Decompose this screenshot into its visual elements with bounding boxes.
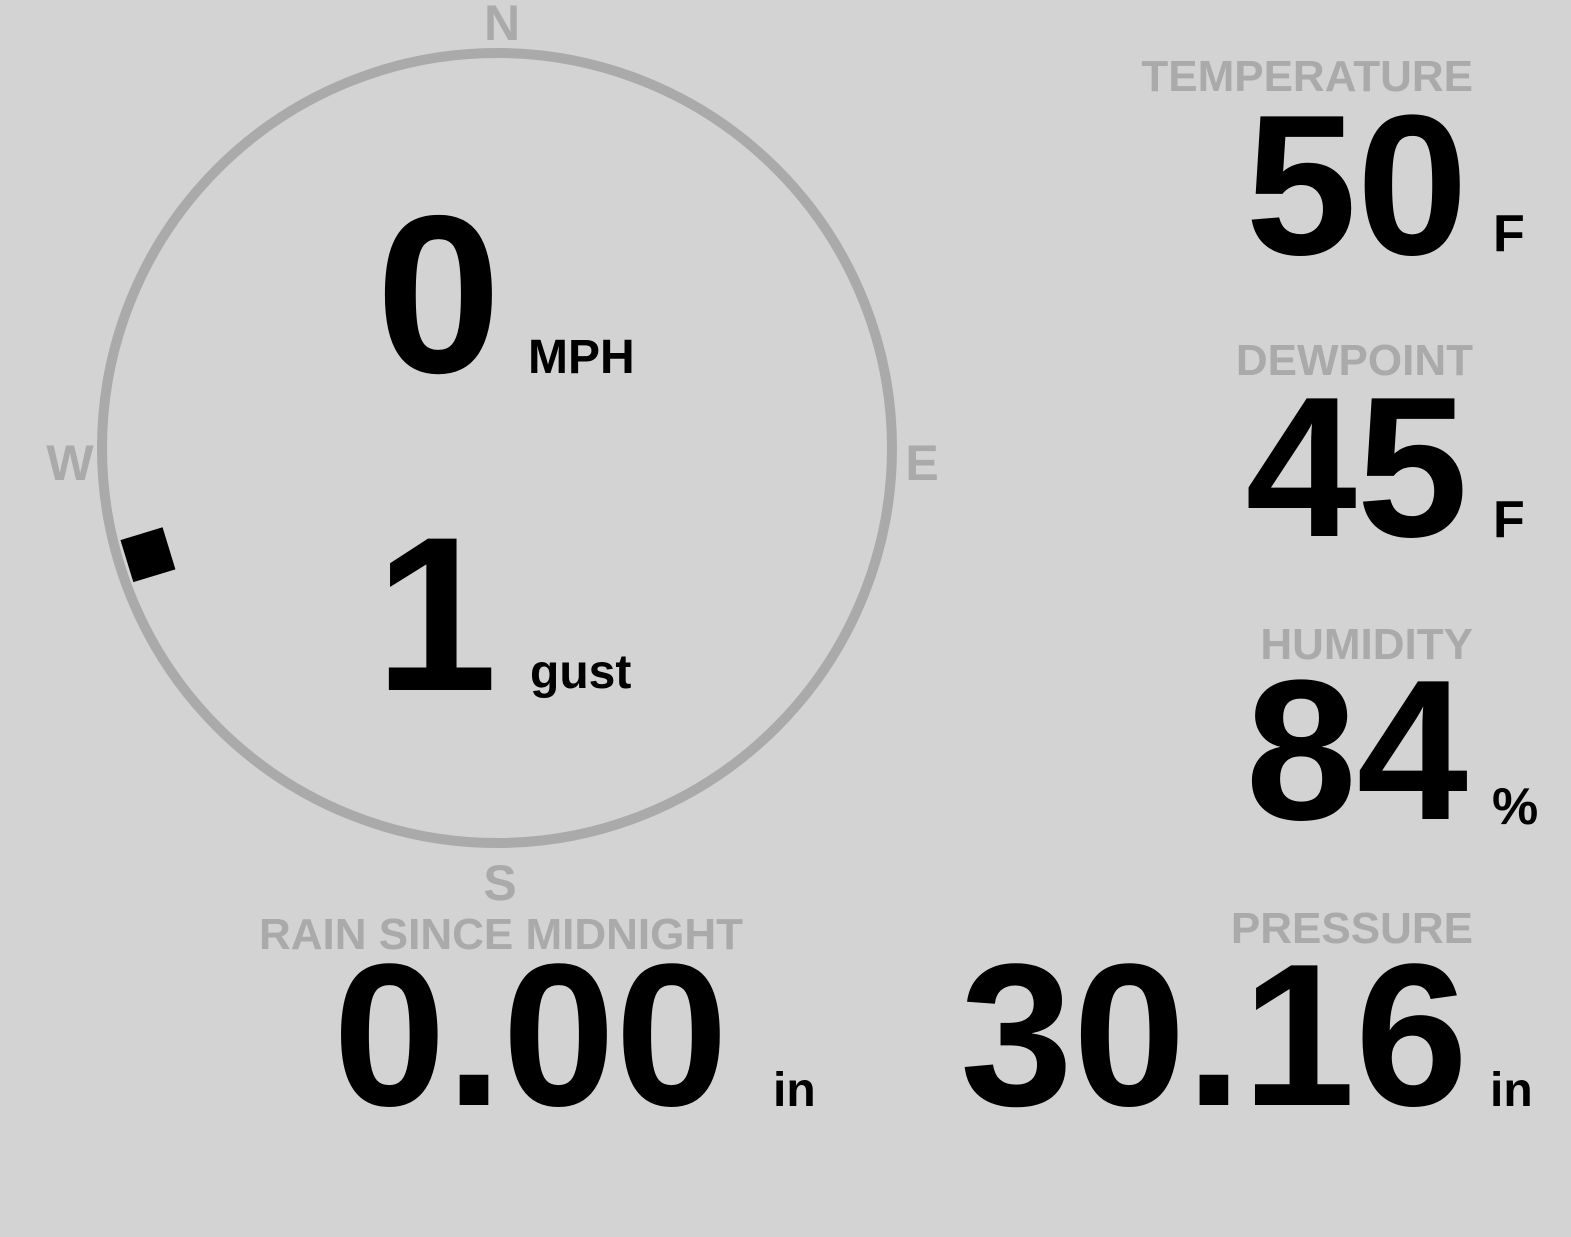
compass-west: W: [46, 435, 94, 491]
wind-speed-value: 0: [376, 168, 502, 420]
humidity-value: 84: [1245, 639, 1468, 862]
rain-unit: in: [773, 1064, 816, 1117]
humidity-label: HUMIDITY: [1260, 620, 1473, 669]
compass-south: S: [483, 855, 517, 911]
pressure-unit: in: [1490, 1064, 1533, 1117]
dewpoint-unit: F: [1493, 491, 1525, 549]
compass-east: E: [905, 435, 939, 491]
wind-speed-unit: MPH: [528, 331, 635, 384]
compass-ring: [97, 48, 897, 848]
temperature-label: TEMPERATURE: [1141, 52, 1473, 101]
humidity-unit: %: [1492, 778, 1539, 836]
pressure-label: PRESSURE: [1230, 904, 1473, 953]
wind-gust-unit: gust: [530, 646, 632, 699]
compass-north: N: [483, 0, 521, 51]
dewpoint-label: DEWPOINT: [1235, 336, 1473, 385]
wind-gust-value: 1: [375, 491, 498, 737]
dewpoint-value: 45: [1245, 356, 1468, 579]
rain-value: 0.00: [333, 922, 729, 1149]
rain-label: RAIN SINCE MIDNIGHT: [259, 910, 743, 959]
temperature-unit: F: [1493, 205, 1525, 263]
temperature-value: 50: [1245, 74, 1468, 297]
pressure-value: 30.16: [960, 922, 1468, 1149]
wind-direction-marker: [120, 527, 176, 583]
